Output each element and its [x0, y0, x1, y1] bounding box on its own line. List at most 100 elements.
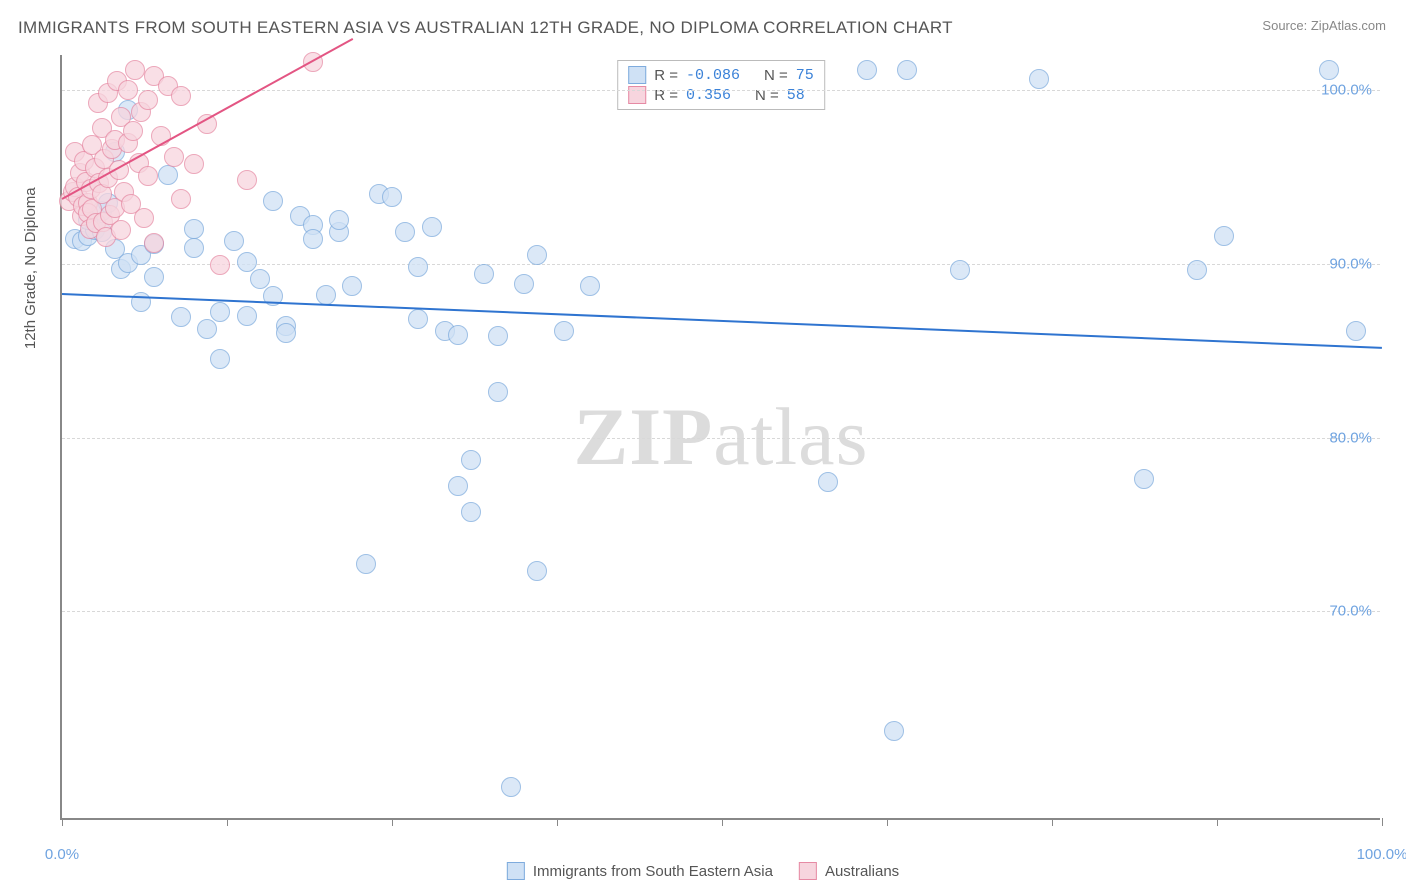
scatter-point-blue	[448, 325, 468, 345]
scatter-point-blue	[210, 302, 230, 322]
x-tick	[887, 818, 888, 826]
scatter-point-blue	[527, 245, 547, 265]
scatter-point-blue	[1187, 260, 1207, 280]
source-attribution: Source: ZipAtlas.com	[1262, 18, 1386, 33]
scatter-point-blue	[554, 321, 574, 341]
legend-swatch-pink	[628, 86, 646, 104]
scatter-point-blue	[382, 187, 402, 207]
gridline-h	[62, 611, 1380, 612]
scatter-point-blue	[1134, 469, 1154, 489]
x-tick	[1382, 818, 1383, 826]
scatter-point-blue	[461, 450, 481, 470]
gridline-h	[62, 438, 1380, 439]
y-tick-label: 100.0%	[1321, 81, 1372, 98]
correlation-stat-box: R =-0.086N =75R = 0.356N =58	[617, 60, 825, 110]
scatter-point-blue	[316, 285, 336, 305]
x-tick	[1217, 818, 1218, 826]
source-label: Source:	[1262, 18, 1307, 33]
stat-row-pink: R = 0.356N =58	[628, 85, 814, 105]
stat-n-label: N =	[764, 67, 788, 84]
x-tick-label: 0.0%	[45, 846, 79, 863]
bottom-legend: Immigrants from South Eastern Asia Austra…	[507, 862, 899, 880]
scatter-point-blue	[448, 476, 468, 496]
scatter-point-blue	[303, 229, 323, 249]
gridline-h	[62, 264, 1380, 265]
stat-r-value: -0.086	[686, 67, 740, 84]
legend-swatch-blue	[628, 66, 646, 84]
scatter-point-blue	[884, 721, 904, 741]
trendline-blue	[62, 293, 1382, 349]
x-tick	[227, 818, 228, 826]
scatter-point-blue	[342, 276, 362, 296]
scatter-point-pink	[134, 208, 154, 228]
y-tick-label: 70.0%	[1329, 603, 1372, 620]
scatter-point-blue	[237, 252, 257, 272]
watermark-rest: atlas	[713, 391, 868, 482]
scatter-point-blue	[131, 292, 151, 312]
scatter-point-blue	[474, 264, 494, 284]
scatter-point-pink	[210, 255, 230, 275]
scatter-point-blue	[501, 777, 521, 797]
scatter-point-blue	[184, 219, 204, 239]
scatter-point-pink	[164, 147, 184, 167]
legend-swatch-blue	[507, 862, 525, 880]
scatter-point-blue	[197, 319, 217, 339]
scatter-point-blue	[329, 210, 349, 230]
scatter-point-blue	[580, 276, 600, 296]
source-name: ZipAtlas.com	[1311, 18, 1386, 33]
x-tick	[392, 818, 393, 826]
scatter-point-blue	[527, 561, 547, 581]
stat-row-blue: R =-0.086N =75	[628, 65, 814, 85]
scatter-point-blue	[276, 323, 296, 343]
watermark: ZIPatlas	[574, 390, 869, 484]
legend-item-blue: Immigrants from South Eastern Asia	[507, 862, 773, 880]
scatter-point-pink	[237, 170, 257, 190]
scatter-point-pink	[123, 121, 143, 141]
x-tick	[1052, 818, 1053, 826]
scatter-point-pink	[171, 189, 191, 209]
watermark-bold: ZIP	[574, 391, 714, 482]
scatter-point-pink	[125, 60, 145, 80]
scatter-point-blue	[1319, 60, 1339, 80]
scatter-point-blue	[461, 502, 481, 522]
scatter-point-blue	[1346, 321, 1366, 341]
scatter-point-blue	[897, 60, 917, 80]
scatter-point-blue	[224, 231, 244, 251]
scatter-point-blue	[1029, 69, 1049, 89]
legend-label: Australians	[825, 863, 899, 880]
scatter-point-pink	[171, 86, 191, 106]
legend-swatch-pink	[799, 862, 817, 880]
scatter-point-blue	[408, 257, 428, 277]
scatter-point-blue	[488, 382, 508, 402]
y-tick-label: 80.0%	[1329, 429, 1372, 446]
scatter-point-pink	[144, 233, 164, 253]
scatter-point-pink	[184, 154, 204, 174]
stat-r-label: R =	[654, 67, 678, 84]
scatter-point-blue	[237, 306, 257, 326]
scatter-point-blue	[1214, 226, 1234, 246]
scatter-point-blue	[184, 238, 204, 258]
scatter-point-blue	[950, 260, 970, 280]
x-tick	[722, 818, 723, 826]
legend-item-pink: Australians	[799, 862, 899, 880]
plot-area: ZIPatlas R =-0.086N =75R = 0.356N =58 70…	[60, 55, 1380, 820]
y-tick-label: 90.0%	[1329, 255, 1372, 272]
scatter-point-blue	[171, 307, 191, 327]
y-axis-label: 12th Grade, No Diploma	[22, 187, 39, 349]
scatter-point-blue	[857, 60, 877, 80]
legend-label: Immigrants from South Eastern Asia	[533, 863, 773, 880]
scatter-point-blue	[144, 267, 164, 287]
scatter-point-blue	[250, 269, 270, 289]
scatter-point-pink	[138, 166, 158, 186]
x-tick-label: 100.0%	[1357, 846, 1406, 863]
scatter-point-pink	[138, 90, 158, 110]
scatter-point-blue	[263, 191, 283, 211]
scatter-point-blue	[356, 554, 376, 574]
scatter-point-blue	[210, 349, 230, 369]
scatter-point-blue	[818, 472, 838, 492]
x-tick	[62, 818, 63, 826]
chart-title: IMMIGRANTS FROM SOUTH EASTERN ASIA VS AU…	[18, 18, 953, 38]
scatter-point-blue	[408, 309, 428, 329]
scatter-point-blue	[395, 222, 415, 242]
scatter-point-pink	[118, 80, 138, 100]
